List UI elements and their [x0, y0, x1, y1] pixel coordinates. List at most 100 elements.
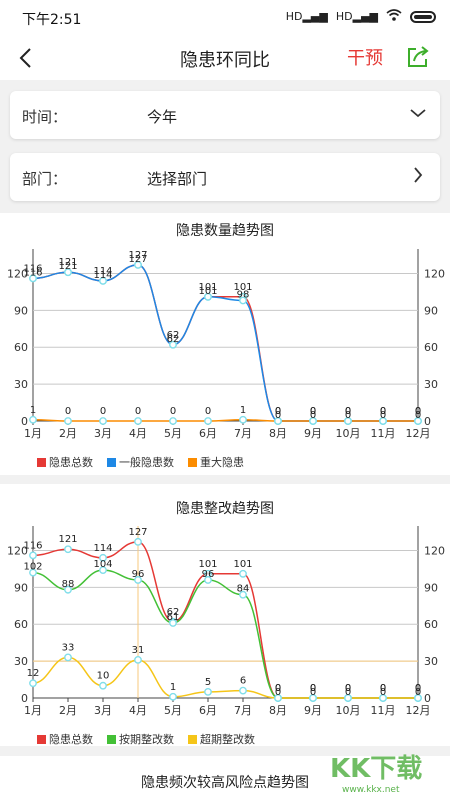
legend-item[interactable]: 重大隐患 — [188, 454, 244, 470]
chart-title: 隐患整改趋势图 — [176, 501, 274, 517]
time-label: 时间： — [22, 108, 68, 126]
x-tick-label: 12月 — [406, 704, 431, 717]
chevron-down-icon — [410, 109, 426, 118]
time-filter[interactable]: 时间： 今年 — [10, 91, 440, 139]
x-tick-label: 10月 — [336, 704, 361, 717]
data-point — [134, 537, 142, 546]
y-tick-label-right: 60 — [424, 618, 438, 631]
data-point — [169, 340, 177, 349]
data-point — [204, 576, 212, 584]
y-tick-label-right: 30 — [424, 378, 438, 391]
data-label: 1 — [240, 405, 246, 416]
data-point — [274, 694, 282, 702]
x-tick-label: 1月 — [24, 427, 42, 440]
y-tick-label: 60 — [14, 618, 28, 631]
legend-item[interactable]: 超期整改数 — [188, 731, 255, 747]
page-title: 隐患环同比 — [180, 50, 270, 71]
data-label: 1 — [30, 405, 36, 416]
legend-swatch — [188, 457, 197, 467]
x-tick-label: 12月 — [406, 427, 431, 440]
x-tick-label: 6月 — [199, 427, 217, 440]
data-label: 0 — [170, 406, 176, 417]
status-time: 下午2:51 — [22, 12, 82, 28]
x-tick-label: 3月 — [94, 427, 112, 440]
legend-swatch — [107, 734, 116, 744]
data-label: 84 — [237, 584, 250, 595]
data-point — [99, 417, 107, 425]
x-tick-label: 9月 — [304, 704, 322, 717]
data-label: 121 — [58, 261, 77, 272]
back-arrow-icon[interactable] — [8, 36, 42, 80]
legend-label: 一般隐患数 — [119, 456, 174, 469]
y-tick-label: 30 — [14, 378, 28, 391]
data-label: 0 — [310, 406, 316, 417]
legend-item[interactable]: 按期整改数 — [107, 731, 174, 747]
data-label: 5 — [205, 677, 211, 688]
y-tick-label: 120 — [7, 267, 28, 280]
data-point — [134, 655, 142, 664]
data-label: 62 — [167, 334, 180, 345]
data-label: 96 — [132, 569, 145, 580]
y-tick-label: 30 — [14, 655, 28, 668]
data-label: 0 — [310, 687, 316, 698]
data-label: 101 — [233, 282, 252, 293]
legend-item[interactable]: 隐患总数 — [37, 731, 93, 747]
signal-icon: HD▂▄▆ — [285, 10, 328, 23]
legend-swatch — [37, 457, 46, 467]
battery-icon — [410, 10, 436, 23]
data-label: 0 — [415, 683, 421, 694]
data-point — [64, 545, 72, 554]
data-point — [414, 694, 422, 702]
y-tick-label-right: 60 — [424, 341, 438, 354]
legend-label: 隐患总数 — [49, 456, 93, 469]
chart-section-risk — [0, 756, 450, 800]
wifi-icon — [386, 9, 402, 24]
data-point — [64, 268, 72, 277]
data-label: 0 — [380, 406, 386, 417]
x-tick-label: 5月 — [164, 427, 182, 440]
data-point — [239, 296, 247, 305]
intervene-button[interactable]: 干预 — [347, 44, 383, 70]
share-icon[interactable] — [405, 44, 431, 70]
legend-label: 隐患总数 — [49, 733, 93, 746]
data-label: 0 — [345, 406, 351, 417]
data-label: 0 — [310, 406, 316, 417]
data-point — [204, 292, 212, 301]
x-tick-label: 4月 — [129, 427, 147, 440]
x-tick-label: 2月 — [59, 427, 77, 440]
x-tick-label: 7月 — [234, 427, 252, 440]
dept-filter[interactable]: 部门： 选择部门 — [10, 153, 440, 201]
data-label: 101 — [198, 286, 217, 297]
data-label: 127 — [128, 254, 147, 265]
data-label: 1 — [170, 682, 176, 693]
x-tick-label: 11月 — [371, 704, 396, 717]
data-label: 0 — [415, 410, 421, 421]
y-tick-label-right: 0 — [424, 415, 431, 428]
data-label: 0 — [380, 687, 386, 698]
legend-item[interactable]: 隐患总数 — [37, 454, 93, 470]
data-point — [99, 681, 107, 690]
data-label: 0 — [415, 406, 421, 417]
chart-legend: 隐患总数 一般隐患数 重大隐患 — [37, 454, 244, 470]
data-label: 0 — [205, 406, 211, 417]
data-label: 101 — [198, 559, 217, 570]
x-tick-label: 5月 — [164, 704, 182, 717]
data-point — [99, 553, 107, 562]
data-label: 96 — [202, 569, 215, 580]
x-tick-label: 3月 — [94, 704, 112, 717]
legend-item[interactable]: 一般隐患数 — [107, 454, 174, 470]
y-tick-label-right: 90 — [424, 581, 438, 594]
data-point — [29, 415, 37, 424]
data-label: 0 — [310, 683, 316, 694]
legend-label: 重大隐患 — [200, 456, 244, 469]
data-label: 0 — [275, 406, 281, 417]
x-tick-label: 11月 — [371, 427, 396, 440]
data-label: 116 — [23, 263, 42, 274]
data-point — [29, 551, 37, 560]
data-label: 0 — [100, 406, 106, 417]
dept-label: 部门： — [22, 170, 68, 188]
data-point — [64, 585, 72, 594]
x-tick-label: 7月 — [234, 704, 252, 717]
